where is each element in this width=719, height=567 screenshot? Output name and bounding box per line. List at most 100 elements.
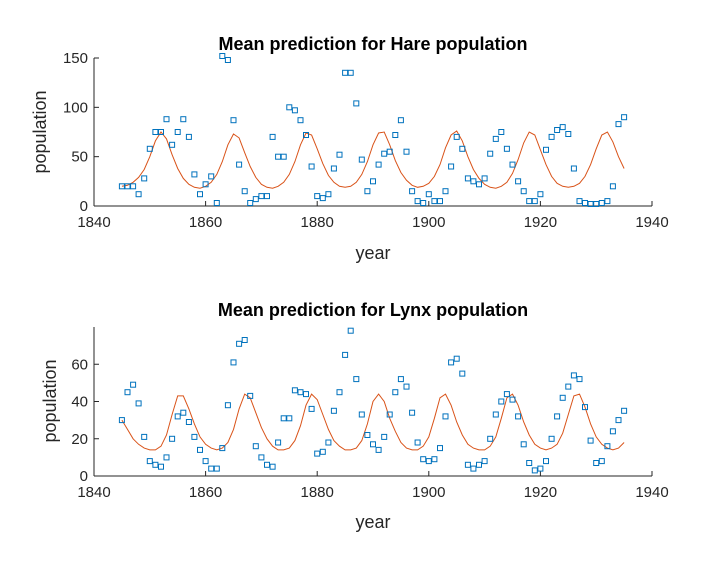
lynx-observation-point: [241, 337, 248, 343]
hare-observation-point: [420, 200, 427, 206]
lynx-observation-point: [180, 409, 187, 416]
lynx-y-tick-label: 60: [71, 356, 88, 373]
hare-observation-point: [297, 117, 304, 124]
hare-observation-point: [531, 198, 538, 205]
hare-y-tick-label: 50: [71, 149, 88, 166]
hare-x-tick-label: 1940: [635, 214, 668, 231]
hare-x-tick-label: 1840: [77, 214, 110, 231]
lynx-x-axis-label: year: [355, 512, 390, 532]
lynx-observation-point: [464, 461, 471, 468]
hare-observation-point: [202, 181, 209, 188]
lynx-observation-point: [130, 381, 137, 388]
hare-observation-point: [247, 200, 254, 206]
hare-observation-point: [409, 188, 416, 195]
lynx-observation-point: [515, 413, 522, 420]
lynx-observation-point: [554, 413, 561, 420]
lynx-observation-point: [174, 413, 181, 420]
hare-y-axis-label: population: [30, 90, 50, 173]
hare-observation-point: [598, 200, 605, 206]
lynx-observation-point: [548, 435, 555, 442]
lynx-observation-point: [437, 445, 443, 452]
hare-observation-point: [403, 148, 410, 155]
hare-observation-point: [515, 178, 522, 185]
lynx-observation-point: [409, 409, 416, 416]
lynx-x-tick-label: 1940: [635, 484, 668, 501]
lynx-observation-point: [219, 445, 226, 452]
hare-observation-point: [537, 191, 544, 198]
hare-observation-point: [476, 181, 482, 188]
hare-observation-point: [118, 183, 125, 190]
lynx-observation-point: [492, 411, 499, 418]
hare-observation-point: [236, 161, 243, 168]
lynx-observation-point: [448, 359, 455, 366]
hare-observation-point: [397, 117, 404, 124]
lynx-observation-point: [364, 432, 371, 438]
hare-x-tick-label: 1900: [412, 214, 445, 231]
lynx-observation-point: [476, 461, 482, 468]
lynx-observation-point: [570, 372, 577, 379]
hare-observation-point: [375, 161, 382, 168]
lynx-prediction-line: [121, 393, 625, 451]
hare-observation-point: [185, 133, 192, 140]
hare-observation-point: [275, 153, 282, 160]
lynx-observation-point: [146, 458, 153, 465]
hare-observation-point: [548, 133, 555, 140]
lynx-observation-point: [118, 417, 125, 424]
lynx-observation-point: [169, 435, 176, 442]
lynx-observation-point: [587, 437, 594, 444]
lynx-observation-point: [481, 458, 488, 465]
lynx-observation-point: [621, 407, 628, 414]
lynx-observation-point: [604, 443, 611, 450]
hare-y-tick-label: 150: [63, 50, 88, 67]
lynx-x-tick-label: 1880: [301, 484, 334, 501]
lynx-observation-point: [358, 411, 365, 418]
hare-x-axis-label: year: [355, 243, 390, 263]
lynx-observation-point: [576, 376, 583, 383]
hare-observation-point: [347, 69, 354, 76]
lynx-observation-point: [609, 428, 616, 435]
lynx-observation-point: [202, 458, 209, 465]
lynx-observation-point: [185, 419, 192, 425]
hare-observation-markers: [118, 53, 628, 207]
lynx-observation-point: [615, 417, 622, 424]
lynx-observation-point: [230, 359, 237, 366]
hare-observation-point: [141, 175, 148, 182]
lynx-observation-point: [252, 443, 259, 450]
hare-chart-title: Mean prediction for Hare population: [218, 34, 527, 54]
hare-observation-point: [197, 191, 203, 198]
lynx-y-tick-label: 20: [71, 431, 88, 448]
hare-observation-point: [470, 178, 477, 185]
lynx-observation-point: [392, 389, 399, 396]
hare-observation-point: [230, 117, 237, 124]
lynx-observation-point: [269, 463, 276, 470]
lynx-chart-title: Mean prediction for Lynx population: [218, 300, 528, 320]
lynx-observation-point: [191, 433, 198, 440]
lynx-observation-point: [403, 383, 410, 390]
hare-observation-point: [520, 188, 527, 195]
hare-observation-point: [492, 135, 499, 142]
hare-observation-point: [459, 145, 466, 152]
lynx-observation-point: [381, 433, 388, 440]
hare-observation-point: [291, 107, 298, 114]
lynx-observation-point: [197, 446, 203, 453]
hare-observation-point: [526, 198, 533, 205]
hare-observation-point: [303, 132, 309, 138]
hare-y-tick-label: 100: [63, 99, 88, 116]
hare-observation-point: [431, 198, 438, 205]
lynx-observation-point: [565, 383, 572, 390]
lynx-observation-point: [470, 465, 477, 472]
hare-observation-point: [615, 121, 622, 128]
lynx-observation-point: [442, 413, 449, 420]
lynx-observation-point: [303, 391, 309, 398]
hare-observation-point: [163, 116, 170, 123]
hare-observation-point: [146, 145, 153, 152]
hare-x-tick-label: 1880: [301, 214, 334, 231]
lynx-observation-point: [520, 441, 527, 448]
hare-x-tick-label: 1920: [524, 214, 557, 231]
lynx-observation-point: [213, 465, 220, 472]
hare-observation-point: [124, 183, 131, 190]
lynx-observation-point: [537, 465, 544, 472]
hare-observation-point: [498, 129, 505, 135]
hare-observation-point: [353, 100, 360, 107]
lynx-y-axis-label: population: [40, 359, 60, 442]
